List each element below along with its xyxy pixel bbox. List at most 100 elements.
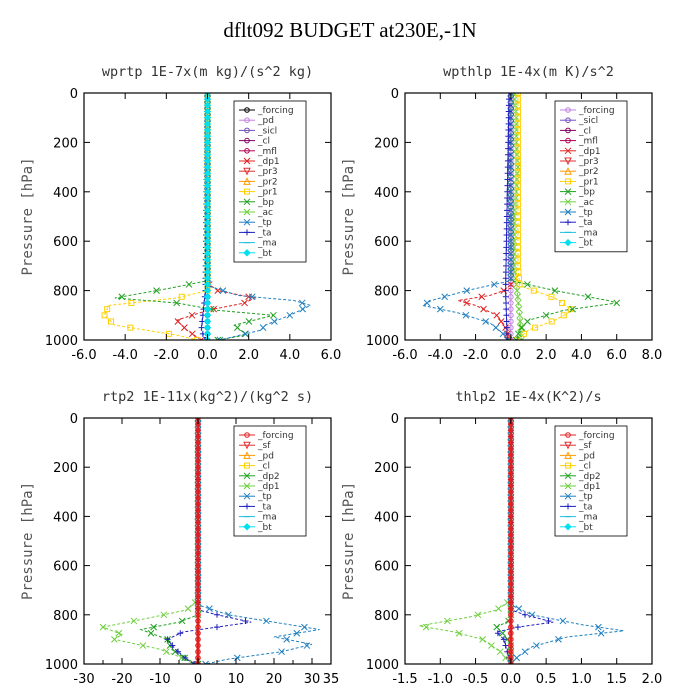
point_forcing [195,642,201,649]
point_forcing [195,532,201,538]
point_forcing [195,433,201,440]
point_bp [518,324,526,332]
legend-marker [564,492,572,500]
legend-marker [564,147,572,155]
legend-label: _ta [257,228,272,238]
point_tp [492,324,500,332]
panel-3: rtp2 1E-11x(kg^2)/(kg^2 s) Pressure [hPa]… [20,389,339,687]
point_pr1 [530,287,537,294]
point_pr1 [514,157,521,164]
point_tp [507,169,515,177]
point_tp [242,330,249,338]
legend-label: _dp2 [578,472,601,482]
point_ta [514,624,521,631]
point_ac [514,293,522,301]
point_pr1 [514,108,521,115]
legend-label: _pr3 [578,157,599,167]
point_forcing [195,544,201,550]
point_forcing [508,587,514,594]
point_dp2 [493,623,501,631]
legend-marker [565,432,571,438]
point_ta [191,661,198,664]
legend-marker [565,219,571,226]
point_pr1 [520,330,527,337]
point_ta [505,96,512,103]
point_pr1 [514,256,521,263]
legend-box [233,425,307,537]
point_bp [551,287,559,294]
point_ta [214,611,220,618]
point_tp [499,330,507,338]
legend-marker [565,503,571,510]
point_pr1 [559,299,566,306]
y-axis-label: Pressure [hPa] [341,157,357,275]
point_pr1 [128,299,135,306]
point_forcing [195,538,201,544]
x-tick-label: -4.0 [112,348,137,363]
point_tp [299,305,307,313]
point_forcing [508,648,514,655]
point_pr1 [101,312,108,319]
point_pr1 [514,188,521,195]
point_forcing [195,605,201,612]
point_bt [203,311,212,320]
legend-marker [564,157,572,166]
point_ta [169,642,176,649]
y-tick-label: 200 [53,136,78,151]
point_forcing [508,599,514,606]
point_tp [278,648,285,656]
point_forcing [508,630,514,637]
point_forcing [508,556,514,563]
point_pr1 [548,318,555,325]
legend-box [554,100,628,253]
point_forcing [195,439,201,446]
point_ta [502,269,509,276]
legend-label: _pr3 [257,167,278,177]
point_forcing [508,642,514,649]
legend-label: _pd [257,451,274,461]
point_dp2 [147,629,155,637]
point_pr1 [514,182,521,189]
legend-label: _pr1 [578,177,599,187]
point_bp [173,299,180,307]
legend-marker [243,451,251,459]
point_forcing [508,525,514,532]
x-tick-label: -2.0 [463,348,488,363]
legend-label: _forcing [578,106,615,116]
legend-label: _tp [257,492,272,502]
series-group [99,418,320,664]
point_forcing [195,482,201,489]
legend-marker [243,249,251,257]
x-tick-label: 6.0 [606,348,627,363]
point_tp [482,318,490,325]
y-axis-label: Pressure [hPa] [20,157,36,275]
point_ta [503,244,510,251]
point_dp1 [443,617,451,625]
point_ta [505,102,512,109]
point_tp [283,636,291,643]
point_forcing [508,593,514,600]
legend: _forcing_pd_sicl_cl_mfl_dp1_pr3_pr2_pr1_… [233,100,307,263]
point_ta [504,201,511,208]
legend-marker [243,472,251,480]
legend-label: _bt [578,239,593,249]
legend-marker [244,462,250,469]
point_ta [494,630,501,637]
point_tp [533,642,540,649]
point_dp1 [474,611,482,619]
point_pr1 [515,269,522,276]
plot-frame [83,417,332,665]
point_forcing [508,427,514,434]
point_forcing [195,464,201,471]
point_bt [203,299,212,307]
x-tick-label: 30 [304,672,321,687]
legend-marker [244,127,250,134]
point_forcing [195,612,201,618]
point_ta [214,624,220,631]
point_forcing [195,556,201,563]
point_tp [555,636,562,643]
point_ta [164,636,171,643]
point_pr1 [514,194,521,201]
legend-marker [564,441,572,450]
y-axis-label: Pressure [hPa] [20,482,36,600]
